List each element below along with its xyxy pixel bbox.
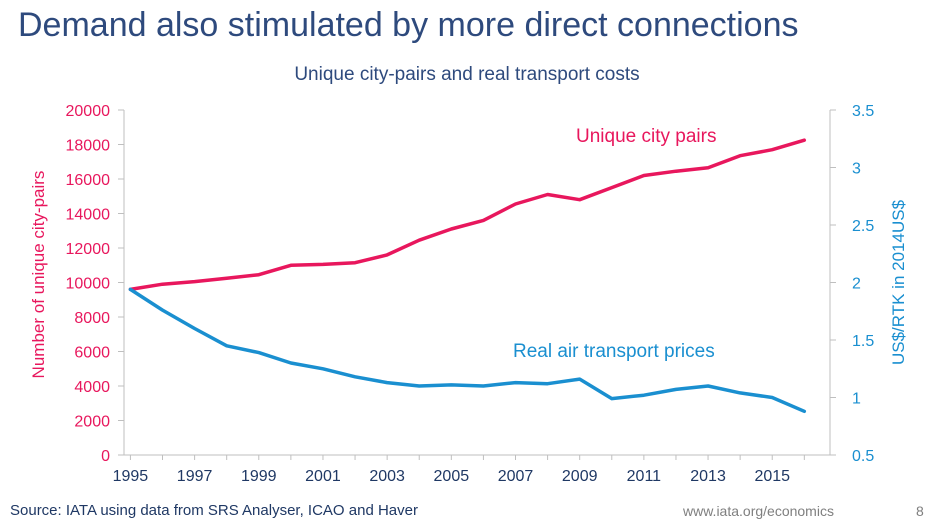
right-tick-label: 2.5 bbox=[852, 218, 874, 235]
x-tick-label: 2015 bbox=[754, 468, 790, 485]
x-tick-label: 2009 bbox=[562, 468, 598, 485]
left-tick-label: 6000 bbox=[74, 345, 110, 362]
website-link[interactable]: www.iata.org/economics bbox=[683, 503, 834, 519]
left-tick-label: 8000 bbox=[74, 310, 110, 327]
x-tick-label: 2003 bbox=[369, 468, 405, 485]
left-axis-title: Number of unique city-pairs bbox=[29, 171, 48, 379]
left-tick-label: 10000 bbox=[66, 276, 111, 293]
left-tick-label: 16000 bbox=[66, 172, 111, 189]
right-tick-label: 3 bbox=[852, 161, 861, 178]
right-tick-label: 1.5 bbox=[852, 333, 874, 350]
x-tick-label: 1997 bbox=[177, 468, 213, 485]
slide-title: Demand also stimulated by more direct co… bbox=[18, 6, 799, 44]
x-tick-label: 2011 bbox=[627, 468, 662, 485]
x-tick-label: 2013 bbox=[690, 468, 726, 485]
x-tick-label: 1999 bbox=[241, 468, 277, 485]
chart-title: Unique city-pairs and real transport cos… bbox=[294, 64, 640, 85]
city-pairs-series-label: Unique city pairs bbox=[576, 126, 716, 147]
right-tick-label: 1 bbox=[852, 391, 861, 408]
right-tick-label: 0.5 bbox=[852, 448, 874, 465]
left-tick-label: 18000 bbox=[66, 138, 111, 155]
left-tick-label: 4000 bbox=[74, 379, 110, 396]
transport-prices-series-label: Real air transport prices bbox=[513, 341, 715, 362]
right-tick-label: 3.5 bbox=[852, 103, 874, 120]
left-tick-label: 14000 bbox=[66, 207, 111, 224]
source-note: Source: IATA using data from SRS Analyse… bbox=[10, 502, 418, 519]
x-tick-label: 1995 bbox=[113, 468, 149, 485]
left-tick-label: 2000 bbox=[74, 414, 110, 431]
left-tick-label: 12000 bbox=[66, 241, 111, 258]
x-tick-label: 2005 bbox=[434, 468, 470, 485]
city-pairs-line bbox=[128, 138, 807, 292]
left-tick-label: 20000 bbox=[66, 103, 111, 120]
right-axis-title: US$/RTK in 2014US$ bbox=[889, 199, 908, 365]
x-tick-label: 2001 bbox=[305, 468, 341, 485]
x-tick-label: 2007 bbox=[498, 468, 534, 485]
left-tick-label: 0 bbox=[101, 448, 110, 465]
transport-prices-line bbox=[128, 287, 807, 414]
page-number: 8 bbox=[916, 503, 924, 519]
right-tick-label: 2 bbox=[852, 276, 861, 293]
